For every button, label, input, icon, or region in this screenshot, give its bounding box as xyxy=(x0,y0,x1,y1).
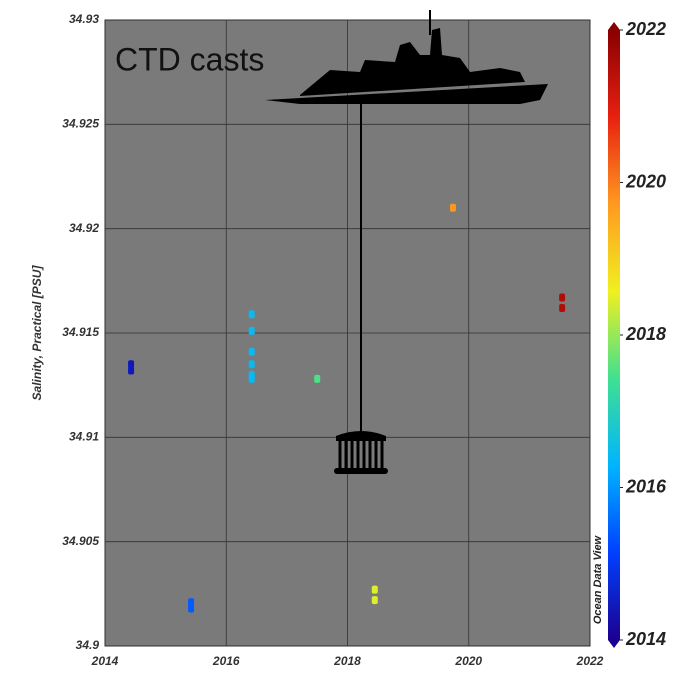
page: CTD casts Salinity, Practical [PSU] Ocea… xyxy=(0,0,680,679)
colorbar-arrow xyxy=(608,640,620,648)
colorbar-label: 2014 xyxy=(625,629,666,649)
point xyxy=(559,294,565,302)
y-axis-label: Salinity, Practical [PSU] xyxy=(30,265,44,401)
y-tick-label: 34.9 xyxy=(76,638,100,652)
colorbar xyxy=(608,30,620,640)
x-tick-label: 2018 xyxy=(333,654,361,668)
x-tick-label: 2014 xyxy=(91,654,119,668)
colorbar-label: 2018 xyxy=(625,324,666,344)
colorbar-arrow xyxy=(608,22,620,30)
y-tick-label: 34.905 xyxy=(62,534,99,548)
point xyxy=(314,375,320,383)
point xyxy=(188,604,194,612)
y-tick-label: 34.91 xyxy=(69,430,99,444)
point xyxy=(559,304,565,312)
colorbar-label: 2020 xyxy=(625,171,666,191)
point xyxy=(249,348,255,356)
point xyxy=(450,204,456,212)
y-tick-label: 34.93 xyxy=(69,12,99,26)
x-tick-label: 2020 xyxy=(454,654,482,668)
colorbar-label: 2022 xyxy=(625,19,666,39)
point xyxy=(249,375,255,383)
watermark: Ocean Data View xyxy=(592,534,604,624)
chart: CTD casts Salinity, Practical [PSU] Ocea… xyxy=(0,0,680,679)
x-tick-label: 2016 xyxy=(212,654,240,668)
y-tick-label: 34.925 xyxy=(62,117,99,131)
point xyxy=(249,327,255,335)
x-tick-label: 2022 xyxy=(576,654,604,668)
point xyxy=(372,586,378,594)
point xyxy=(372,596,378,604)
annotation: CTD casts xyxy=(115,41,264,77)
y-tick-label: 34.92 xyxy=(69,221,99,235)
point xyxy=(249,310,255,318)
point xyxy=(128,367,134,375)
point xyxy=(249,360,255,368)
y-tick-label: 34.915 xyxy=(62,325,99,339)
colorbar-label: 2016 xyxy=(625,476,667,496)
